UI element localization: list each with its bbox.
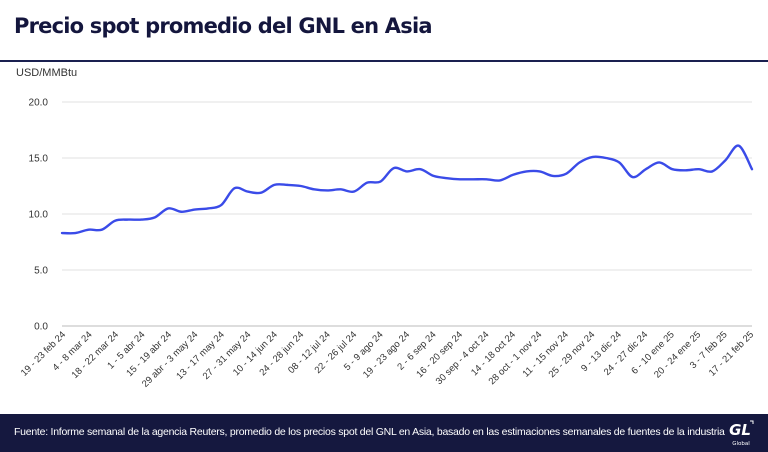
y-axis-unit-label: USD/MMBtu xyxy=(16,67,78,79)
y-tick-label: 5.0 xyxy=(34,266,48,277)
svg-text:Global: Global xyxy=(732,441,750,447)
y-tick-label: 20.0 xyxy=(29,98,49,109)
source-note: Fuente: Informe semanal de la agencia Re… xyxy=(14,426,725,438)
chart-title: Precio spot promedio del GNL en Asia xyxy=(14,14,433,38)
x-tick-label: 19 - 23 feb 24 xyxy=(19,329,68,378)
gridlines xyxy=(62,101,752,327)
y-tick-label: 10.0 xyxy=(29,210,49,221)
title-divider xyxy=(0,60,768,62)
y-axis-ticks: 0.0 5.0 10.0 15.0 20.0 xyxy=(29,98,49,333)
svg-text:GL: GL xyxy=(729,421,751,439)
y-tick-label: 15.0 xyxy=(29,154,49,165)
series-line xyxy=(60,144,754,235)
line-chart: 0.0 5.0 10.0 15.0 20.0 19 - 23 feb 244 - 8 m… xyxy=(19,98,756,390)
footer-bar: Fuente: Informe semanal de la agencia Re… xyxy=(0,414,768,452)
y-tick-label: 0.0 xyxy=(34,322,48,333)
gnl-global-logo: GL Global xyxy=(729,420,754,447)
